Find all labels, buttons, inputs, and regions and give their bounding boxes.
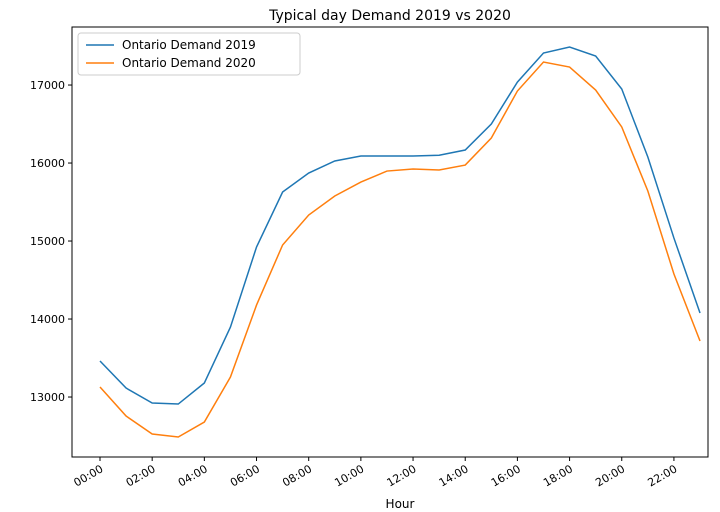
x-tick-label: 16:00: [489, 462, 523, 489]
x-tick-label: 02:00: [124, 462, 158, 489]
y-tick-label: 14000: [30, 313, 65, 326]
legend-box: [77, 32, 301, 76]
x-tick-label: 20:00: [593, 462, 627, 489]
chart-title: Typical day Demand 2019 vs 2020: [268, 8, 511, 24]
x-tick-label: 00:00: [72, 462, 106, 489]
legend-label: Ontario Demand 2020: [122, 56, 256, 70]
x-tick-label: 12:00: [385, 462, 419, 489]
legend-label: Ontario Demand 2019: [122, 38, 256, 52]
y-tick-label: 16000: [30, 157, 65, 170]
x-tick-label: 14:00: [437, 462, 471, 489]
y-tick-label: 17000: [30, 79, 65, 92]
data-line: [99, 61, 701, 438]
x-tick-label: 06:00: [228, 462, 262, 489]
y-tick-label: 15000: [30, 235, 65, 248]
data-line: [99, 46, 701, 405]
y-tick-label: 13000: [30, 391, 65, 404]
x-tick-label: 18:00: [541, 462, 575, 489]
x-tick-label: 08:00: [280, 462, 314, 489]
plot-frame: [71, 26, 709, 458]
x-axis-label: Hour: [386, 497, 415, 511]
x-tick-label: 04:00: [176, 462, 210, 489]
x-tick-label: 10:00: [332, 462, 366, 489]
x-tick-label: 22:00: [645, 462, 679, 489]
